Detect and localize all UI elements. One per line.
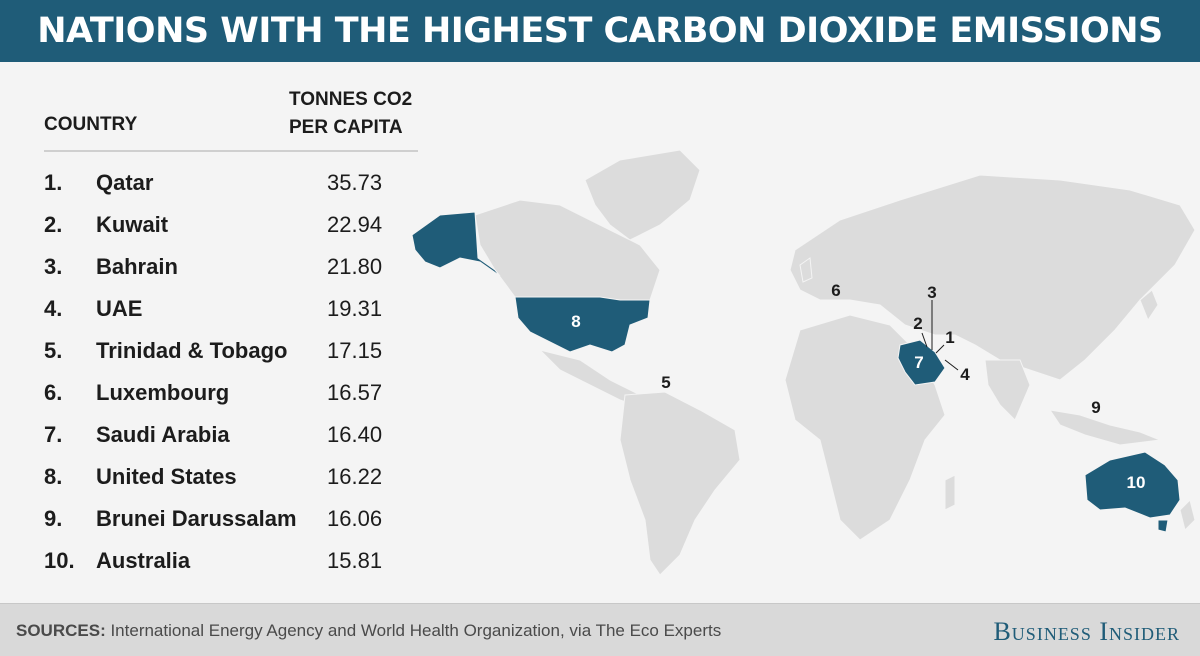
map-label-3: 3 <box>927 283 936 302</box>
table-row: 5. Trinidad & Tobago 17.15 <box>0 338 430 378</box>
map-label-8: 8 <box>571 312 580 331</box>
table-row: 3. Bahrain 21.80 <box>0 254 430 294</box>
row-country: Trinidad & Tobago <box>96 338 288 363</box>
south-america-shape <box>619 391 741 576</box>
row-rank: 3. <box>44 254 63 279</box>
value-header-line2: PER CAPITA <box>289 117 403 138</box>
row-rank: 1. <box>44 170 63 195</box>
sources-text: International Energy Agency and World He… <box>105 621 722 640</box>
row-rank: 2. <box>44 212 63 237</box>
map-label-1: 1 <box>945 328 954 347</box>
saudi-arabia-shape <box>897 339 946 386</box>
leader-lines <box>921 300 959 371</box>
row-rank: 4. <box>44 296 63 321</box>
row-value: 15.81 <box>327 548 383 573</box>
row-rank: 9. <box>44 506 63 531</box>
table-row: 9. Brunei Darussalam 16.06 <box>0 506 430 546</box>
alaska-shape <box>411 211 501 277</box>
world-map-svg: 3 2 1 4 5 6 7 8 9 10 <box>411 149 1196 576</box>
row-country: Brunei Darussalam <box>96 506 297 531</box>
country-column-header: COUNTRY <box>44 114 138 135</box>
new-zealand-shape <box>1179 499 1196 531</box>
map-label-5: 5 <box>661 373 670 392</box>
row-value: 35.73 <box>327 170 383 195</box>
table-row: 2. Kuwait 22.94 <box>0 212 430 252</box>
map-label-2: 2 <box>913 314 922 333</box>
row-value: 16.22 <box>327 464 383 489</box>
row-rank: 6. <box>44 380 63 405</box>
row-value: 21.80 <box>327 254 383 279</box>
table-row: 8. United States 16.22 <box>0 464 430 504</box>
row-rank: 5. <box>44 338 63 363</box>
row-value: 22.94 <box>327 212 383 237</box>
map-label-4: 4 <box>960 365 970 384</box>
row-value: 16.06 <box>327 506 383 531</box>
row-country: Luxembourg <box>96 380 230 405</box>
row-rank: 8. <box>44 464 63 489</box>
brand-logo: Business Insider <box>993 617 1180 646</box>
japan-shape <box>1139 289 1159 322</box>
tasmania-shape <box>1157 519 1169 533</box>
row-country: Kuwait <box>96 212 169 237</box>
map-label-6: 6 <box>831 281 840 300</box>
table-row: 4. UAE 19.31 <box>0 296 430 336</box>
row-rank: 7. <box>44 422 63 447</box>
row-country: United States <box>96 464 237 489</box>
table-row: 1. Qatar 35.73 <box>0 170 430 210</box>
row-country: Saudi Arabia <box>96 422 230 447</box>
value-column-header: TONNES CO2 PER CAPITA <box>289 86 412 142</box>
row-value: 17.15 <box>327 338 383 363</box>
indonesia-shape <box>1048 409 1161 446</box>
footer: SOURCES: International Energy Agency and… <box>0 603 1200 656</box>
table-row: 10. Australia 15.81 <box>0 548 430 588</box>
row-value: 19.31 <box>327 296 383 321</box>
row-country: Australia <box>96 548 191 573</box>
value-header-line1: TONNES CO2 <box>289 89 413 110</box>
australia-shape <box>1084 451 1181 519</box>
row-country: Bahrain <box>96 254 178 279</box>
map-label-7: 7 <box>914 353 923 372</box>
sources-label: SOURCES: <box>16 621 106 640</box>
row-rank: 10. <box>44 548 75 573</box>
map-label-9: 9 <box>1091 398 1100 417</box>
map-label-10: 10 <box>1127 473 1146 492</box>
emissions-table: COUNTRY TONNES CO2 PER CAPITA 1. Qatar 3… <box>0 62 430 602</box>
table-row: 7. Saudi Arabia 16.40 <box>0 422 430 462</box>
header-divider <box>44 150 418 152</box>
table-row: 6. Luxembourg 16.57 <box>0 380 430 420</box>
uk-shape <box>799 257 813 283</box>
page-title: NATIONS WITH THE HIGHEST CARBON DIOXIDE … <box>0 0 1200 62</box>
row-value: 16.40 <box>327 422 383 447</box>
row-country: UAE <box>96 296 143 321</box>
madagascar-shape <box>944 474 956 511</box>
world-map: 3 2 1 4 5 6 7 8 9 10 <box>400 62 1200 602</box>
row-country: Qatar <box>96 170 154 195</box>
row-value: 16.57 <box>327 380 383 405</box>
eurasia-shape <box>789 174 1196 381</box>
sources-line: SOURCES: International Energy Agency and… <box>16 621 721 641</box>
india-shape <box>984 359 1031 421</box>
greenland-shape <box>584 149 701 241</box>
united-states-shape <box>514 296 651 353</box>
